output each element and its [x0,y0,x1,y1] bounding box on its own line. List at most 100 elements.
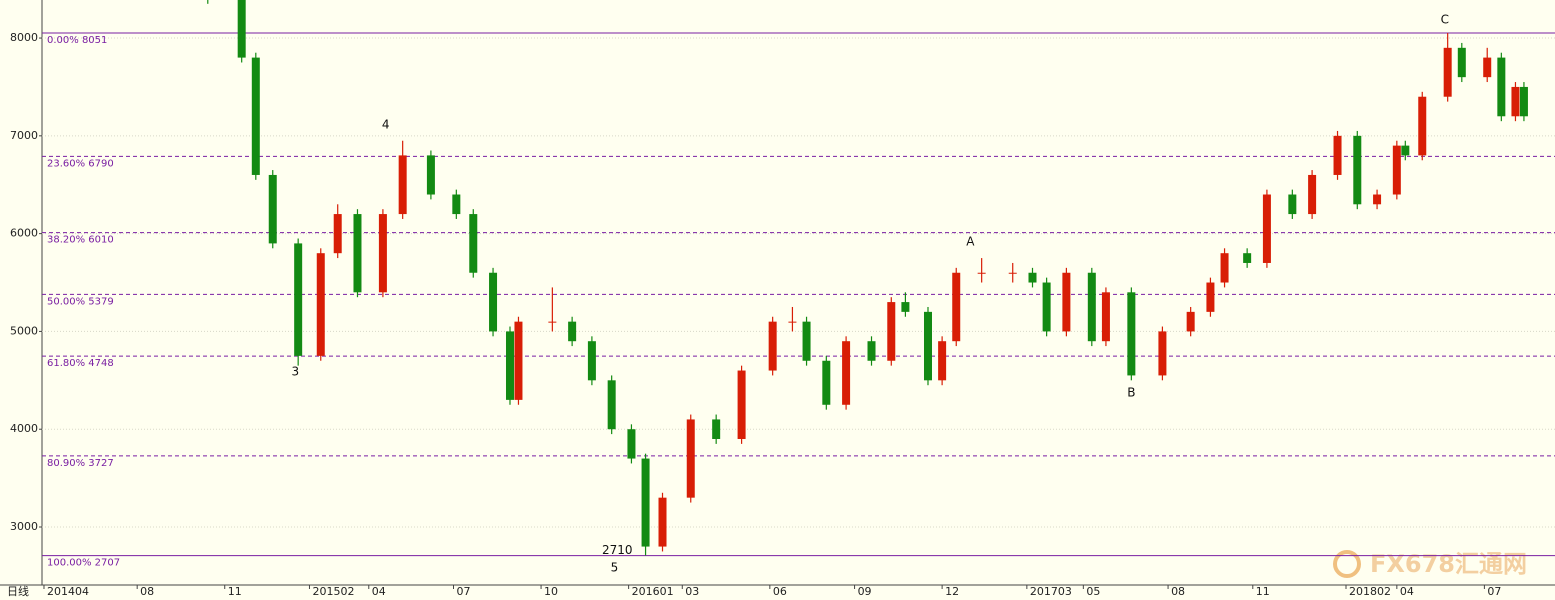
candle-body [887,302,896,361]
candle-body [489,272,498,332]
candle-body [1418,96,1427,156]
y-tick-label: 8000 [10,31,38,44]
candle-body [1483,57,1492,78]
candle-body [294,243,303,356]
candle-body [1457,47,1466,78]
wave-label: 3 [292,365,300,379]
candle-body [1373,194,1382,205]
candle-body [788,321,797,323]
candle-body [641,458,650,547]
x-tick-label: 201404 [47,585,89,598]
x-tick-label: 04 [372,585,386,598]
watermark: FX678汇通网 [1333,550,1527,578]
fib-label: 23.60% 6790 [47,158,114,169]
axis-caption: 日线 [7,584,29,598]
y-tick-label: 6000 [10,227,38,240]
candle-body [802,321,811,361]
fib-label: 50.00% 5379 [47,296,114,307]
candle-body [952,272,961,342]
candle-body [1042,282,1051,332]
y-tick-label: 5000 [10,324,38,337]
candle-body [452,194,461,215]
fib-label: 38.20% 6010 [47,235,114,246]
candle-body [1127,292,1136,376]
x-tick-label: 201703 [1030,585,1072,598]
candle-body [977,272,986,274]
x-tick-label: 201601 [632,585,674,598]
wave-label: 2710 [602,543,633,557]
candle-body [268,174,277,244]
candle-body [1008,272,1017,274]
candle-body [587,341,596,381]
x-tick-label: 12 [945,585,959,598]
candle-body [1511,86,1520,117]
candle-body [686,419,695,498]
candle-body [1443,47,1452,97]
candle-body [938,341,947,381]
candle-body [901,302,910,312]
fib-label: 0.00% 8051 [47,35,107,46]
candle-body [712,419,721,439]
candle-body [1243,253,1252,263]
candle-body [568,321,577,342]
x-tick-label: 04 [1400,585,1414,598]
candle-body [1206,282,1215,312]
y-tick-label: 7000 [10,129,38,142]
candle-body [1158,331,1167,376]
watermark-text: FX678汇通网 [1370,550,1527,578]
fib-label: 61.80% 4748 [47,358,114,369]
candle-body [398,155,407,215]
candle-body [251,57,260,175]
candle-body [923,311,932,381]
fib-label: 80.90% 3727 [47,458,114,469]
candle-body [1062,272,1071,332]
candle-body [548,321,557,323]
candle-body [1401,145,1410,156]
x-tick-label: 09 [858,585,872,598]
x-tick-label: 03 [685,585,699,598]
candle-body [627,429,636,459]
watermark-logo [1333,550,1361,578]
plot-area [42,0,1555,557]
x-tick-label: 07 [457,585,471,598]
candle-body [737,370,746,439]
candle-body [1220,253,1229,283]
candle-body [1497,57,1506,117]
wave-label: 4 [382,118,390,132]
x-tick-label: 08 [140,585,154,598]
wave-label: C [1441,13,1449,27]
candle-body [514,321,523,400]
x-tick-label: 201502 [312,585,354,598]
y-tick-label: 4000 [10,422,38,435]
candle-body [378,214,387,293]
fib-label: 100.00% 2707 [47,558,120,569]
wave-label: 5 [611,561,619,575]
wave-label: B [1127,386,1135,400]
x-tick-label: 11 [228,585,242,598]
candle-body [505,331,514,400]
x-tick-label: 11 [1256,585,1270,598]
y-tick-label: 3000 [10,520,38,533]
candle-body [1262,194,1271,263]
candle-body [1519,86,1528,117]
candle-body [1186,311,1195,332]
x-tick-label: 06 [773,585,787,598]
x-tick-label: 05 [1086,585,1100,598]
candle-body [1353,135,1362,205]
candle-body [1101,292,1110,342]
candle-body [426,155,435,195]
candle-body [1087,272,1096,342]
candle-body [1288,194,1297,215]
candle-body [1333,135,1342,175]
x-tick-label: 10 [544,585,558,598]
candle-body [867,341,876,361]
candle-body [333,214,342,254]
x-tick-label: 07 [1487,585,1501,598]
candle-body [237,0,246,58]
candle-body [1028,272,1037,283]
candle-body [1308,174,1317,215]
candle-body [1392,145,1401,195]
